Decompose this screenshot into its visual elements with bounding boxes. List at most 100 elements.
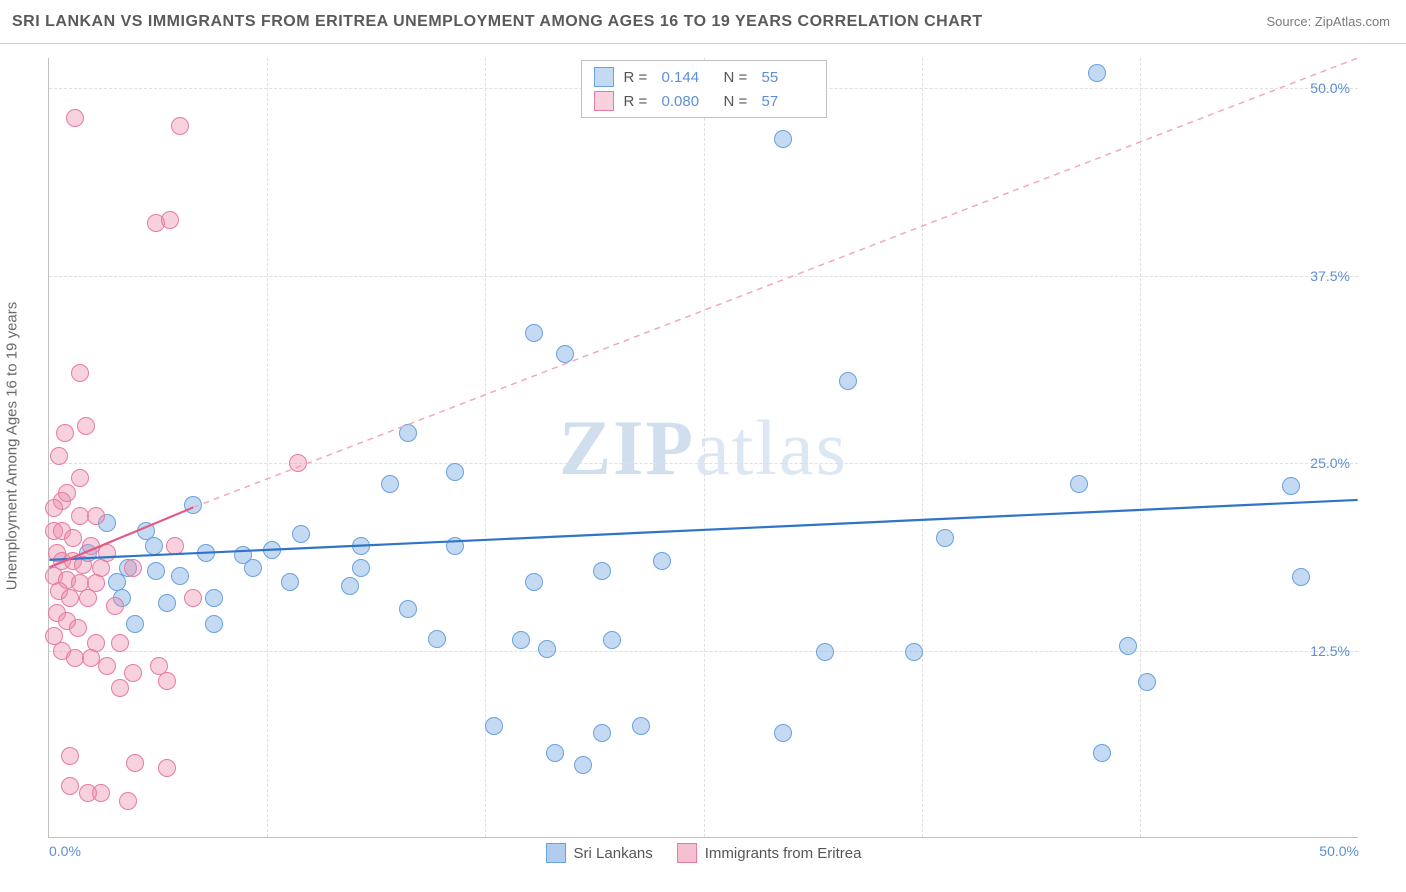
data-point [158, 594, 176, 612]
data-point [1093, 744, 1111, 762]
data-point [205, 615, 223, 633]
gridline-v [1140, 58, 1141, 837]
data-point [61, 589, 79, 607]
data-point [98, 657, 116, 675]
data-point [446, 537, 464, 555]
data-point [92, 784, 110, 802]
gridline-v [704, 58, 705, 837]
data-point [593, 724, 611, 742]
data-point [936, 529, 954, 547]
y-axis-label: Unemployment Among Ages 16 to 19 years [4, 302, 21, 591]
data-point [485, 717, 503, 735]
data-point [1088, 64, 1106, 82]
data-point [56, 424, 74, 442]
data-point [352, 537, 370, 555]
r-value: 0.080 [662, 93, 714, 110]
data-point [158, 672, 176, 690]
n-value: 57 [762, 93, 814, 110]
y-tick-label: 50.0% [1310, 80, 1350, 96]
chart-title: SRI LANKAN VS IMMIGRANTS FROM ERITREA UN… [12, 13, 983, 31]
legend-label: Immigrants from Eritrea [705, 845, 862, 862]
data-point [525, 573, 543, 591]
data-point [197, 544, 215, 562]
x-tick-label: 0.0% [49, 843, 81, 859]
data-point [126, 754, 144, 772]
data-point [428, 630, 446, 648]
data-point [166, 537, 184, 555]
watermark-rest: atlas [695, 404, 848, 491]
data-point [71, 469, 89, 487]
y-tick-label: 37.5% [1310, 268, 1350, 284]
data-point [574, 756, 592, 774]
data-point [1119, 637, 1137, 655]
data-point [512, 631, 530, 649]
data-point [71, 364, 89, 382]
data-point [446, 463, 464, 481]
legend-label: Sri Lankans [574, 845, 653, 862]
data-point [1292, 568, 1310, 586]
data-point [263, 541, 281, 559]
data-point [111, 679, 129, 697]
data-point [124, 664, 142, 682]
correlation-row: R =0.144N =55 [594, 65, 814, 89]
data-point [1070, 475, 1088, 493]
data-point [205, 589, 223, 607]
data-point [161, 211, 179, 229]
legend-swatch [677, 843, 697, 863]
data-point [399, 424, 417, 442]
data-point [69, 619, 87, 637]
data-point [632, 717, 650, 735]
data-point [593, 562, 611, 580]
data-point [774, 130, 792, 148]
data-point [289, 454, 307, 472]
data-point [281, 573, 299, 591]
data-point [352, 559, 370, 577]
watermark-bold: ZIP [559, 404, 695, 491]
data-point [124, 559, 142, 577]
r-label: R = [624, 69, 652, 86]
correlation-legend: R =0.144N =55R =0.080N =57 [581, 60, 827, 118]
data-point [774, 724, 792, 742]
data-point [603, 631, 621, 649]
n-label: N = [724, 93, 752, 110]
legend-swatch [594, 91, 614, 111]
data-point [556, 345, 574, 363]
data-point [184, 496, 202, 514]
data-point [61, 777, 79, 795]
data-point [106, 597, 124, 615]
data-point [64, 529, 82, 547]
data-point [1138, 673, 1156, 691]
gridline-v [267, 58, 268, 837]
data-point [126, 615, 144, 633]
scatter-chart: ZIPatlas R =0.144N =55R =0.080N =57 Sri … [48, 58, 1358, 838]
data-point [525, 324, 543, 342]
r-label: R = [624, 93, 652, 110]
legend-swatch [594, 67, 614, 87]
n-value: 55 [762, 69, 814, 86]
gridline-v [922, 58, 923, 837]
data-point [538, 640, 556, 658]
data-point [87, 507, 105, 525]
data-point [816, 643, 834, 661]
correlation-row: R = 0.080 N = 57 [594, 89, 814, 113]
data-point [839, 372, 857, 390]
data-point [381, 475, 399, 493]
x-tick-label: 50.0% [1319, 843, 1359, 859]
series-legend: Sri Lankans Immigrants from Eritrea [546, 843, 862, 863]
source-label: Source: ZipAtlas.com [1266, 14, 1390, 29]
data-point [546, 744, 564, 762]
header: SRI LANKAN VS IMMIGRANTS FROM ERITREA UN… [0, 0, 1406, 44]
y-tick-label: 12.5% [1310, 643, 1350, 659]
data-point [158, 759, 176, 777]
n-label: N = [724, 69, 752, 86]
data-point [292, 525, 310, 543]
y-tick-label: 25.0% [1310, 455, 1350, 471]
data-point [399, 600, 417, 618]
data-point [171, 117, 189, 135]
data-point [58, 484, 76, 502]
data-point [79, 589, 97, 607]
data-point [653, 552, 671, 570]
data-point [145, 537, 163, 555]
data-point [77, 417, 95, 435]
legend-item: Sri Lankans [546, 843, 653, 863]
